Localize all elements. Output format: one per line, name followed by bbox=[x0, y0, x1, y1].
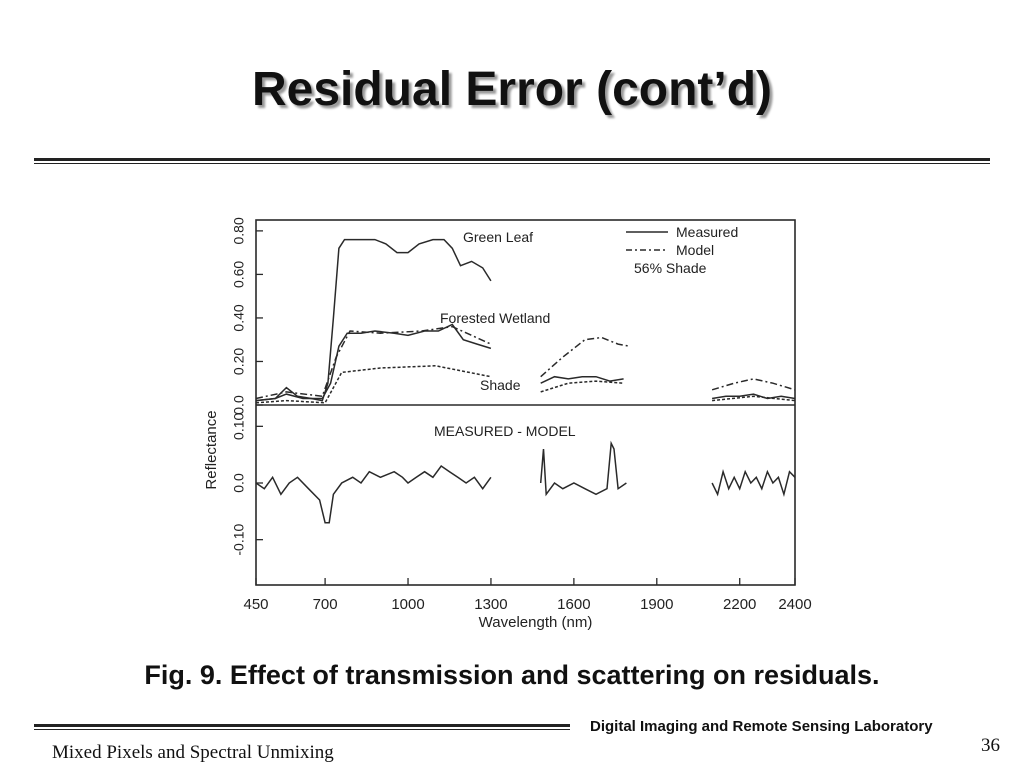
x-tick-label: 1600 bbox=[557, 596, 590, 613]
series-line-residual bbox=[539, 440, 627, 497]
series-line-56-shade-shade bbox=[712, 395, 796, 402]
title-divider-thin bbox=[34, 163, 990, 164]
green-leaf-label: Green Leaf bbox=[463, 229, 533, 245]
series-line-forested-wetland-model bbox=[711, 378, 796, 391]
residual-panel-label: MEASURED - MODEL bbox=[434, 423, 576, 439]
y-tick-label: 0.0 bbox=[231, 395, 247, 415]
y-tick-label: 0.80 bbox=[231, 217, 247, 244]
y-tick-label: 0.10 bbox=[231, 412, 247, 439]
slide-title: Residual Error (cont’d) bbox=[251, 63, 773, 116]
y-tick-label: 0.20 bbox=[231, 348, 247, 375]
series-line-56-shade-shade bbox=[540, 380, 624, 393]
footer-divider-thin bbox=[34, 729, 570, 730]
legend-label: 56% Shade bbox=[634, 260, 707, 276]
series-line-56-shade-shade bbox=[255, 365, 492, 404]
title-divider bbox=[34, 158, 990, 161]
y-tick-label: 0.60 bbox=[231, 261, 247, 288]
reflectance-figure: 450 700 1000 1300 1600 1900 2200 2400 Wavelength… bbox=[198, 200, 823, 640]
series-line-forested-wetland-measured bbox=[711, 393, 796, 400]
y-tick-label: 0.40 bbox=[231, 304, 247, 331]
series-line-forested-wetland-measured bbox=[255, 323, 492, 402]
reflectance-chart: 450 700 1000 1300 1600 1900 2200 2400 Wavelength… bbox=[203, 217, 812, 631]
forested-wetland-label: Forested Wetland bbox=[440, 310, 550, 326]
x-tick-label: 700 bbox=[313, 596, 338, 613]
series-line-residual bbox=[255, 464, 492, 524]
y-tick-label: 0.0 bbox=[231, 473, 247, 493]
series-line-residual bbox=[711, 468, 796, 498]
x-tick-label: 1000 bbox=[391, 596, 424, 613]
footer-divider bbox=[34, 724, 570, 727]
x-axis-label: Wavelength (nm) bbox=[479, 614, 593, 631]
x-tick-label: 1300 bbox=[474, 596, 507, 613]
x-tick-label: 2400 bbox=[778, 596, 811, 613]
legend-label: Model bbox=[676, 242, 714, 258]
legend-label: Measured bbox=[676, 224, 738, 240]
series-line-forested-wetland-measured bbox=[540, 375, 624, 384]
y-tick-label: -0.10 bbox=[231, 524, 247, 556]
series-line-forested-wetland-model bbox=[255, 325, 492, 400]
y-axis-label: Reflectance bbox=[203, 410, 220, 489]
footer-title: Mixed Pixels and Spectral Unmixing bbox=[52, 742, 334, 763]
shade-label: Shade bbox=[480, 377, 521, 393]
page-number: 36 bbox=[981, 735, 1000, 756]
lab-name: Digital Imaging and Remote Sensing Labor… bbox=[590, 718, 933, 735]
series-line-forested-wetland-model bbox=[540, 336, 630, 378]
x-tick-label: 450 bbox=[243, 596, 268, 613]
x-tick-label: 1900 bbox=[640, 596, 673, 613]
figure-caption: Fig. 9. Effect of transmission and scatt… bbox=[144, 660, 880, 690]
x-tick-label: 2200 bbox=[723, 596, 756, 613]
